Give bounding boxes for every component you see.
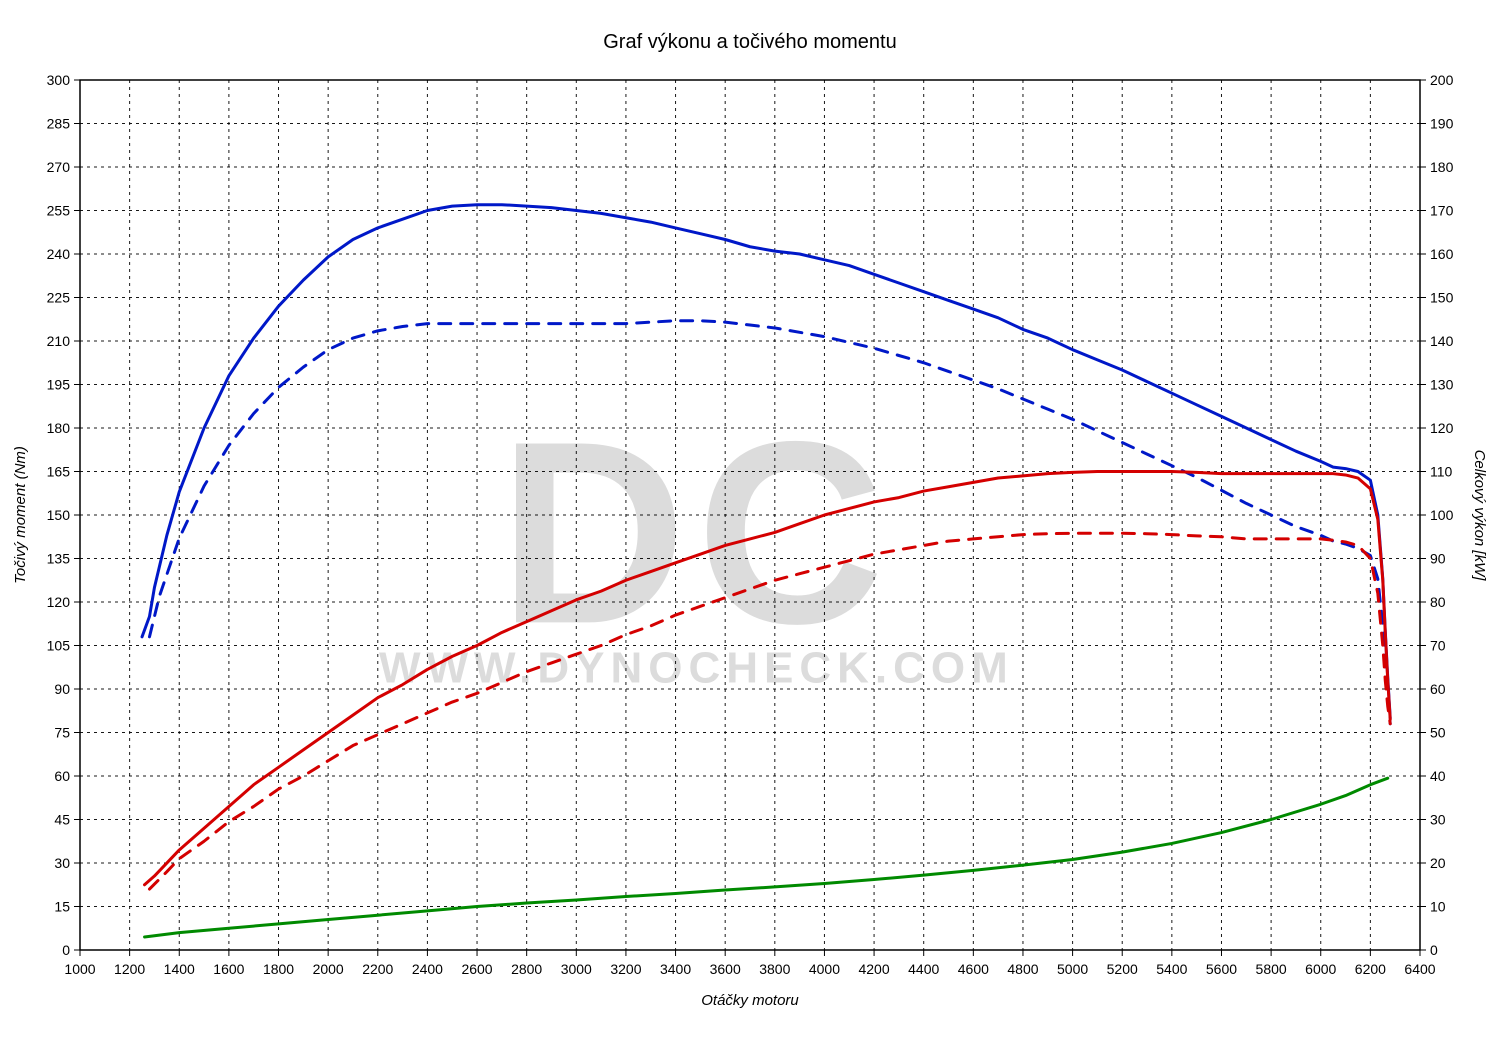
- y-left-tick-label: 90: [54, 681, 70, 697]
- y-right-tick-label: 40: [1430, 768, 1446, 784]
- x-tick-label: 2800: [511, 961, 542, 977]
- x-tick-label: 2600: [461, 961, 492, 977]
- x-tick-label: 6400: [1404, 961, 1435, 977]
- chart-svg: Graf výkonu a točivého momentu DCWWW.DYNO…: [0, 0, 1500, 1041]
- y-left-tick-label: 135: [47, 551, 71, 567]
- x-tick-label: 4000: [809, 961, 840, 977]
- x-tick-label: 3400: [660, 961, 691, 977]
- svg-text:WWW.DYNOCHECK.COM: WWW.DYNOCHECK.COM: [379, 643, 1014, 692]
- y-right-tick-label: 30: [1430, 812, 1446, 828]
- y-left-tick-label: 120: [47, 594, 71, 610]
- x-tick-label: 2200: [362, 961, 393, 977]
- chart-title: Graf výkonu a točivého momentu: [603, 31, 896, 53]
- y-right-tick-label: 180: [1430, 159, 1454, 175]
- y-left-tick-label: 0: [62, 942, 70, 958]
- y-right-tick-label: 200: [1430, 72, 1454, 88]
- y-right-tick-label: 70: [1430, 638, 1446, 654]
- x-tick-label: 5600: [1206, 961, 1237, 977]
- x-tick-label: 5400: [1156, 961, 1187, 977]
- y-left-tick-label: 150: [47, 507, 71, 523]
- x-tick-label: 3800: [759, 961, 790, 977]
- y-left-tick-label: 45: [54, 812, 70, 828]
- y-right-tick-label: 100: [1430, 507, 1454, 523]
- y-right-tick-label: 90: [1430, 551, 1446, 567]
- y-right-tick-label: 190: [1430, 116, 1454, 132]
- x-tick-label: 1000: [64, 961, 95, 977]
- x-tick-label: 4600: [958, 961, 989, 977]
- y-right-tick-label: 50: [1430, 725, 1446, 741]
- y-left-tick-label: 225: [47, 290, 71, 306]
- y-right-tick-label: 120: [1430, 420, 1454, 436]
- y-left-axis-label: Točivý moment (Nm): [12, 446, 29, 584]
- x-tick-label: 6000: [1305, 961, 1336, 977]
- svg-text:DC: DC: [499, 388, 895, 678]
- x-tick-label: 1400: [164, 961, 195, 977]
- x-tick-label: 5800: [1256, 961, 1287, 977]
- y-right-tick-label: 20: [1430, 855, 1446, 871]
- x-tick-label: 3000: [561, 961, 592, 977]
- y-right-tick-label: 80: [1430, 594, 1446, 610]
- y-right-tick-label: 110: [1430, 464, 1453, 480]
- y-left-tick-label: 180: [47, 420, 71, 436]
- y-left-tick-label: 195: [47, 377, 71, 393]
- y-left-tick-label: 255: [47, 203, 71, 219]
- y-right-tick-label: 10: [1430, 899, 1446, 915]
- x-tick-label: 2000: [313, 961, 344, 977]
- y-left-tick-label: 300: [47, 72, 71, 88]
- x-tick-label: 1800: [263, 961, 294, 977]
- x-tick-label: 5200: [1107, 961, 1138, 977]
- y-right-tick-label: 140: [1430, 333, 1454, 349]
- y-left-tick-label: 105: [47, 638, 71, 654]
- y-left-tick-label: 30: [54, 855, 70, 871]
- y-right-tick-label: 170: [1430, 203, 1454, 219]
- x-tick-label: 4200: [858, 961, 889, 977]
- x-tick-label: 1600: [213, 961, 244, 977]
- y-right-tick-label: 150: [1430, 290, 1454, 306]
- y-left-tick-label: 210: [47, 333, 71, 349]
- y-left-tick-label: 15: [54, 899, 70, 915]
- x-tick-label: 5000: [1057, 961, 1088, 977]
- y-left-tick-label: 165: [47, 464, 71, 480]
- dyno-chart: Graf výkonu a točivého momentu DCWWW.DYNO…: [0, 0, 1500, 1041]
- x-tick-label: 3600: [710, 961, 741, 977]
- x-tick-label: 4800: [1007, 961, 1038, 977]
- y-right-tick-label: 130: [1430, 377, 1454, 393]
- y-right-tick-label: 0: [1430, 942, 1438, 958]
- y-right-tick-label: 60: [1430, 681, 1446, 697]
- x-axis-label: Otáčky motoru: [701, 992, 799, 1009]
- x-tick-label: 6200: [1355, 961, 1386, 977]
- x-tick-label: 4400: [908, 961, 939, 977]
- x-tick-label: 1200: [114, 961, 145, 977]
- y-right-axis-label: Celkový výkon [kW]: [1471, 450, 1488, 582]
- y-right-tick-label: 160: [1430, 246, 1454, 262]
- y-left-tick-label: 285: [47, 116, 71, 132]
- y-left-tick-label: 240: [47, 246, 71, 262]
- y-left-tick-label: 60: [54, 768, 70, 784]
- x-tick-label: 3200: [610, 961, 641, 977]
- y-left-tick-label: 75: [54, 725, 70, 741]
- y-left-tick-label: 270: [47, 159, 71, 175]
- x-tick-label: 2400: [412, 961, 443, 977]
